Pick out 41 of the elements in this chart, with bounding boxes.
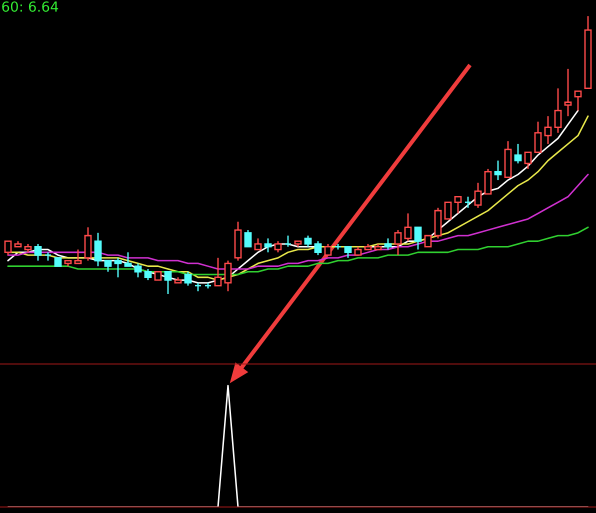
candlestick: [464, 196, 472, 209]
candlestick: [384, 238, 392, 250]
candlestick: [454, 196, 462, 214]
candlestick: [564, 68, 572, 117]
candlestick: [184, 271, 192, 286]
candlestick: [524, 152, 532, 170]
candlestick: [224, 260, 232, 292]
candlestick: [474, 182, 482, 209]
candlestick: [124, 252, 132, 267]
candlestick: [534, 121, 542, 153]
candlestick: [514, 143, 522, 164]
candlestick: [144, 268, 152, 281]
candlestick: [244, 229, 252, 248]
candlestick: [394, 229, 402, 256]
candlestick: [274, 240, 282, 253]
candlestick: [544, 115, 552, 145]
candlestick: [424, 234, 432, 248]
candlestick: [484, 168, 492, 195]
candlestick: [134, 262, 142, 278]
candlestick: [554, 88, 562, 134]
candlestick: [4, 240, 12, 256]
candlestick: [404, 212, 412, 242]
candlestick: [444, 202, 452, 220]
candlestick: [254, 238, 262, 250]
candlestick: [74, 248, 82, 264]
candlestick: [304, 234, 312, 248]
candlestick: [314, 240, 322, 256]
candlestick: [214, 257, 222, 286]
candlestick: [414, 226, 422, 250]
candlestick: [494, 160, 502, 181]
candlestick: [84, 226, 92, 262]
candlestick: [94, 232, 102, 267]
candlestick: [104, 260, 112, 272]
text: 60: 6.64: [2, 1, 58, 12]
candlestick: [324, 243, 332, 256]
candlestick: [264, 238, 272, 253]
candlestick: [344, 246, 352, 259]
candlestick: [164, 271, 172, 295]
candlestick: [114, 257, 122, 278]
candlestick: [34, 243, 42, 262]
candlestick: [574, 90, 582, 112]
